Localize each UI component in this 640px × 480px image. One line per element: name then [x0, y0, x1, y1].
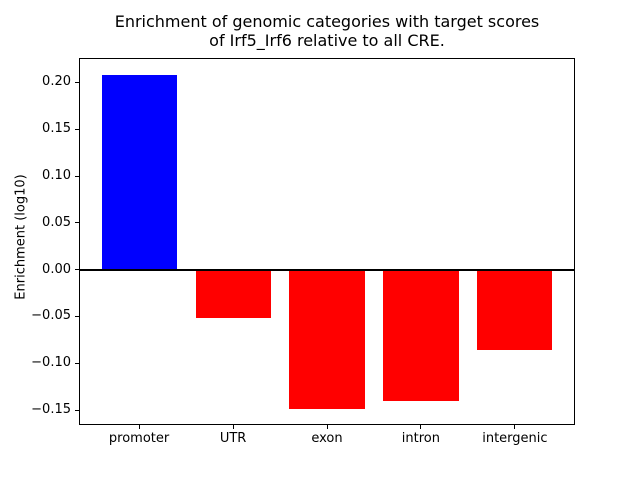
y-tick-label: 0.05 — [42, 214, 71, 230]
y-tick-mark — [75, 269, 79, 271]
y-axis-label: Enrichment (log10) — [13, 174, 29, 300]
bar-promoter — [101, 74, 177, 270]
y-tick-label: 0.10 — [42, 168, 71, 183]
y-tick-label: 0.00 — [42, 261, 71, 277]
y-tick-label: −0.15 — [31, 402, 71, 417]
y-tick-mark — [75, 362, 79, 364]
x-tick-label-UTR: UTR — [219, 431, 247, 446]
bar-exon — [289, 269, 365, 410]
y-tick-mark — [75, 175, 79, 177]
bar-UTR — [195, 269, 271, 319]
x-tick-mark — [138, 425, 140, 429]
x-tick-label-intergenic: intergenic — [482, 431, 548, 446]
y-tick-label: 0.20 — [42, 74, 71, 90]
y-tick-mark — [75, 128, 79, 130]
x-tick-label-intron: intron — [401, 431, 440, 446]
bar-intron — [383, 269, 459, 401]
x-tick-label-promoter: promoter — [108, 431, 170, 446]
y-tick-mark — [75, 409, 79, 411]
x-tick-mark — [420, 425, 422, 429]
x-tick-mark — [514, 425, 516, 429]
bar-intergenic — [477, 269, 553, 351]
y-tick-mark — [75, 222, 79, 224]
x-tick-mark — [326, 425, 328, 429]
x-tick-mark — [232, 425, 234, 429]
y-tick-label: −0.05 — [31, 308, 71, 324]
x-tick-label-exon: exon — [311, 431, 343, 446]
zero-line — [79, 268, 575, 271]
y-tick-mark — [75, 315, 79, 317]
chart-title: Enrichment of genomic categories with ta… — [114, 12, 540, 50]
y-tick-mark — [75, 81, 79, 83]
y-tick-label: 0.15 — [42, 121, 71, 137]
y-tick-label: −0.10 — [31, 355, 71, 371]
